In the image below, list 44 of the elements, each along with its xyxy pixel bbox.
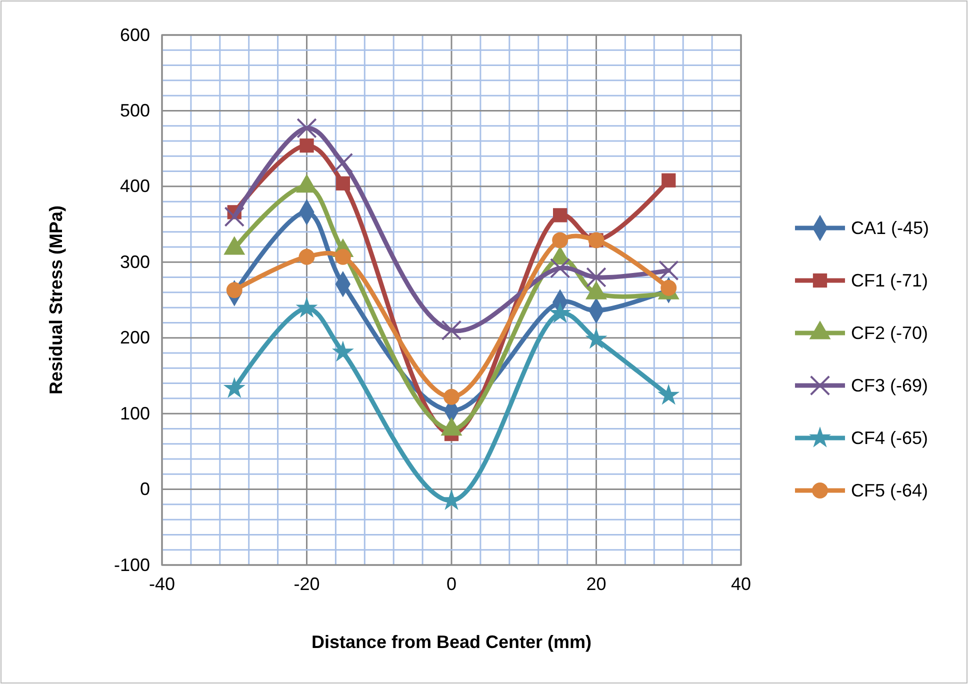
point	[658, 260, 679, 281]
legend-label: CF5 (-64)	[851, 480, 928, 500]
point	[444, 388, 460, 405]
point	[224, 206, 245, 227]
point	[296, 118, 317, 138]
point	[441, 320, 462, 340]
legend-label: CF1 (-71)	[851, 270, 928, 290]
y-axis-title: Residual Stress (MPa)	[46, 205, 66, 395]
x-tick-label: -20	[294, 574, 320, 594]
y-tick-label: 400	[120, 176, 150, 196]
point	[585, 328, 608, 349]
y-tick-label: 600	[120, 24, 150, 45]
y-tick-label: 200	[120, 328, 150, 348]
y-tick-label: 100	[120, 403, 150, 424]
point	[226, 282, 242, 298]
point	[334, 248, 351, 265]
point	[332, 340, 354, 362]
x-tick-label: -40	[148, 574, 176, 594]
legend-label: CF2 (-70)	[851, 323, 928, 343]
point	[552, 208, 568, 222]
point	[298, 248, 315, 265]
point	[336, 176, 350, 190]
y-tick-label: 300	[120, 252, 150, 272]
point	[552, 232, 568, 248]
y-tick-label: -100	[114, 554, 150, 575]
y-tick-label: 500	[120, 100, 150, 120]
point	[296, 296, 318, 318]
point	[658, 384, 680, 405]
x-tick-label: 0	[446, 574, 457, 594]
legend-label: CF3 (-69)	[851, 376, 928, 396]
point	[549, 302, 572, 323]
x-axis-title: Distance from Bead Center (mm)	[311, 632, 592, 652]
point	[660, 280, 677, 296]
x-tick-label: 20	[586, 574, 606, 594]
point	[586, 267, 606, 288]
y-tick-label: 0	[140, 479, 150, 500]
legend-label: CF4 (-65)	[851, 428, 928, 448]
point	[550, 258, 570, 278]
x-tick-label: 40	[730, 574, 752, 594]
point	[300, 138, 314, 153]
point	[223, 377, 246, 398]
point	[332, 152, 354, 174]
legend-label: CA1 (-45)	[851, 218, 930, 238]
point	[662, 173, 676, 188]
